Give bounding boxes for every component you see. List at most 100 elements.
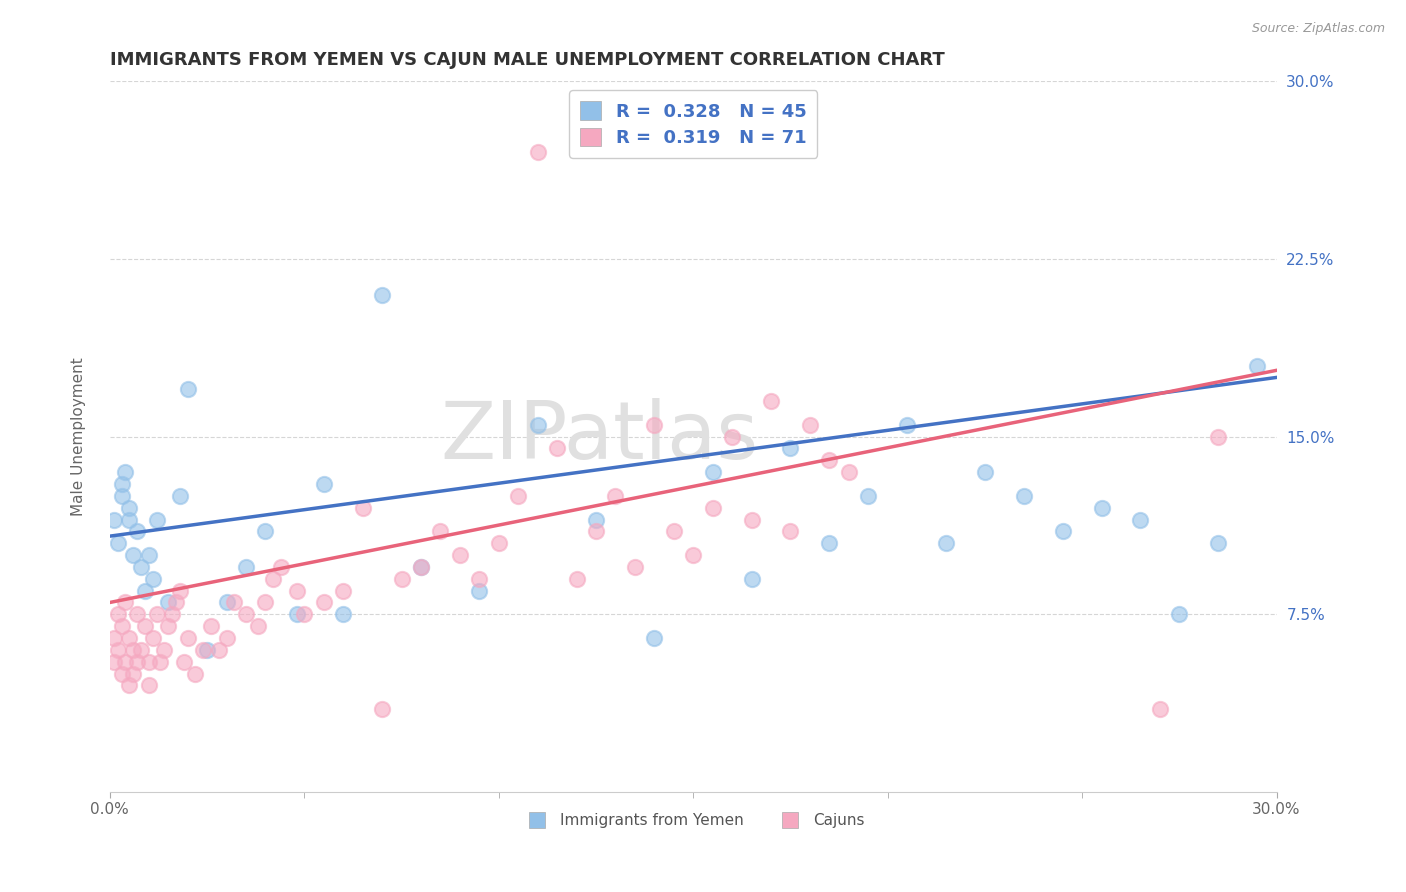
Point <box>468 583 491 598</box>
Point <box>1149 702 1171 716</box>
Point <box>118 631 141 645</box>
Point <box>169 489 191 503</box>
Point <box>624 560 647 574</box>
Point <box>122 548 145 562</box>
Point <box>702 465 724 479</box>
Point <box>779 524 801 539</box>
Point <box>285 583 308 598</box>
Point <box>759 394 782 409</box>
Point <box>1129 512 1152 526</box>
Point <box>1246 359 1268 373</box>
Point <box>332 607 354 622</box>
Point <box>145 512 167 526</box>
Point <box>122 643 145 657</box>
Point <box>312 595 335 609</box>
Point <box>110 489 132 503</box>
Point <box>246 619 269 633</box>
Point <box>235 607 257 622</box>
Point <box>468 572 491 586</box>
Point <box>134 619 156 633</box>
Point <box>285 607 308 622</box>
Point <box>138 655 160 669</box>
Point <box>107 643 129 657</box>
Point <box>352 500 374 515</box>
Point <box>682 548 704 562</box>
Point <box>721 430 744 444</box>
Point <box>799 417 821 432</box>
Point <box>546 442 568 456</box>
Point <box>856 489 879 503</box>
Text: IMMIGRANTS FROM YEMEN VS CAJUN MALE UNEMPLOYMENT CORRELATION CHART: IMMIGRANTS FROM YEMEN VS CAJUN MALE UNEM… <box>110 51 945 69</box>
Point <box>200 619 222 633</box>
Point <box>215 595 238 609</box>
Point <box>1090 500 1112 515</box>
Point <box>254 524 277 539</box>
Point <box>224 595 246 609</box>
Point <box>176 382 198 396</box>
Point <box>702 500 724 515</box>
Point <box>118 678 141 692</box>
Point <box>1206 536 1229 550</box>
Point <box>371 702 394 716</box>
Point <box>565 572 588 586</box>
Point <box>312 477 335 491</box>
Point <box>643 417 665 432</box>
Point <box>103 655 125 669</box>
Legend: Immigrants from Yemen, Cajuns: Immigrants from Yemen, Cajuns <box>516 807 870 834</box>
Point <box>818 453 841 467</box>
Point <box>195 643 218 657</box>
Point <box>157 595 180 609</box>
Point <box>103 512 125 526</box>
Point <box>138 548 160 562</box>
Point <box>208 643 231 657</box>
Point <box>429 524 451 539</box>
Point <box>125 524 148 539</box>
Point <box>165 595 187 609</box>
Point <box>838 465 860 479</box>
Point <box>235 560 257 574</box>
Point <box>169 583 191 598</box>
Point <box>292 607 315 622</box>
Y-axis label: Male Unemployment: Male Unemployment <box>72 358 86 516</box>
Point <box>160 607 183 622</box>
Point <box>526 145 548 160</box>
Point <box>973 465 995 479</box>
Point <box>585 512 607 526</box>
Text: Source: ZipAtlas.com: Source: ZipAtlas.com <box>1251 22 1385 36</box>
Point <box>332 583 354 598</box>
Point <box>173 655 195 669</box>
Point <box>662 524 685 539</box>
Point <box>449 548 471 562</box>
Point <box>142 572 165 586</box>
Point <box>125 607 148 622</box>
Point <box>129 643 152 657</box>
Point <box>1168 607 1191 622</box>
Point <box>526 417 548 432</box>
Point <box>138 678 160 692</box>
Point <box>409 560 432 574</box>
Point <box>110 619 132 633</box>
Point <box>270 560 292 574</box>
Point <box>134 583 156 598</box>
Point <box>157 619 180 633</box>
Point <box>142 631 165 645</box>
Point <box>129 560 152 574</box>
Point <box>1012 489 1035 503</box>
Point <box>818 536 841 550</box>
Point <box>779 442 801 456</box>
Point <box>103 631 125 645</box>
Point <box>114 595 136 609</box>
Point <box>741 512 763 526</box>
Point <box>741 572 763 586</box>
Point <box>935 536 957 550</box>
Point <box>107 536 129 550</box>
Point <box>107 607 129 622</box>
Point <box>118 500 141 515</box>
Point <box>254 595 277 609</box>
Point <box>391 572 413 586</box>
Point <box>110 477 132 491</box>
Point <box>114 465 136 479</box>
Point <box>585 524 607 539</box>
Point <box>193 643 215 657</box>
Point <box>184 666 207 681</box>
